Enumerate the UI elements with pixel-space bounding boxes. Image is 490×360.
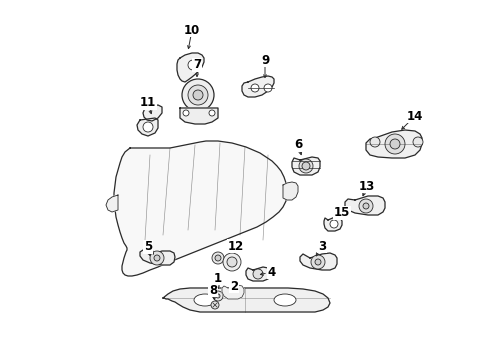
Circle shape	[315, 259, 321, 265]
Polygon shape	[246, 267, 270, 281]
Circle shape	[150, 251, 164, 265]
Circle shape	[227, 257, 237, 267]
Polygon shape	[140, 250, 175, 265]
Polygon shape	[283, 182, 298, 200]
Text: 3: 3	[318, 239, 326, 252]
Polygon shape	[324, 217, 342, 231]
Polygon shape	[137, 118, 158, 136]
Polygon shape	[114, 141, 287, 276]
Circle shape	[359, 199, 373, 213]
Circle shape	[264, 84, 272, 92]
Circle shape	[363, 203, 369, 209]
Text: 13: 13	[359, 180, 375, 193]
Polygon shape	[180, 108, 218, 124]
Circle shape	[188, 60, 198, 70]
Polygon shape	[222, 285, 244, 299]
Circle shape	[188, 85, 208, 105]
Text: 15: 15	[334, 207, 350, 220]
Polygon shape	[300, 253, 337, 270]
Circle shape	[370, 137, 380, 147]
Text: 9: 9	[261, 54, 269, 67]
Circle shape	[209, 110, 215, 116]
Circle shape	[154, 255, 160, 261]
Circle shape	[213, 291, 223, 301]
Polygon shape	[242, 76, 274, 97]
Ellipse shape	[274, 294, 296, 306]
Text: 11: 11	[140, 96, 156, 109]
Circle shape	[215, 255, 221, 261]
Circle shape	[182, 79, 214, 111]
Circle shape	[183, 110, 189, 116]
Circle shape	[299, 159, 313, 173]
Text: 8: 8	[209, 284, 217, 297]
Polygon shape	[292, 157, 320, 175]
Text: 10: 10	[184, 23, 200, 36]
Circle shape	[311, 255, 325, 269]
Polygon shape	[345, 196, 385, 215]
Text: 6: 6	[294, 139, 302, 152]
Circle shape	[211, 301, 219, 309]
Text: 7: 7	[193, 58, 201, 72]
Circle shape	[330, 220, 338, 228]
Text: 14: 14	[407, 109, 423, 122]
Ellipse shape	[194, 294, 216, 306]
Text: 12: 12	[228, 239, 244, 252]
Polygon shape	[163, 288, 330, 312]
Circle shape	[223, 253, 241, 271]
Polygon shape	[177, 53, 204, 82]
Circle shape	[390, 139, 400, 149]
Text: 1: 1	[214, 271, 222, 284]
Circle shape	[385, 134, 405, 154]
Text: 4: 4	[268, 266, 276, 279]
Text: 5: 5	[144, 240, 152, 253]
Polygon shape	[106, 195, 118, 212]
Circle shape	[251, 84, 259, 92]
Polygon shape	[143, 105, 162, 121]
Circle shape	[253, 269, 263, 279]
Circle shape	[193, 90, 203, 100]
Circle shape	[143, 122, 153, 132]
Polygon shape	[366, 130, 422, 158]
Circle shape	[413, 137, 423, 147]
Circle shape	[216, 294, 220, 298]
Circle shape	[212, 252, 224, 264]
Circle shape	[302, 162, 310, 170]
Text: 2: 2	[230, 279, 238, 292]
